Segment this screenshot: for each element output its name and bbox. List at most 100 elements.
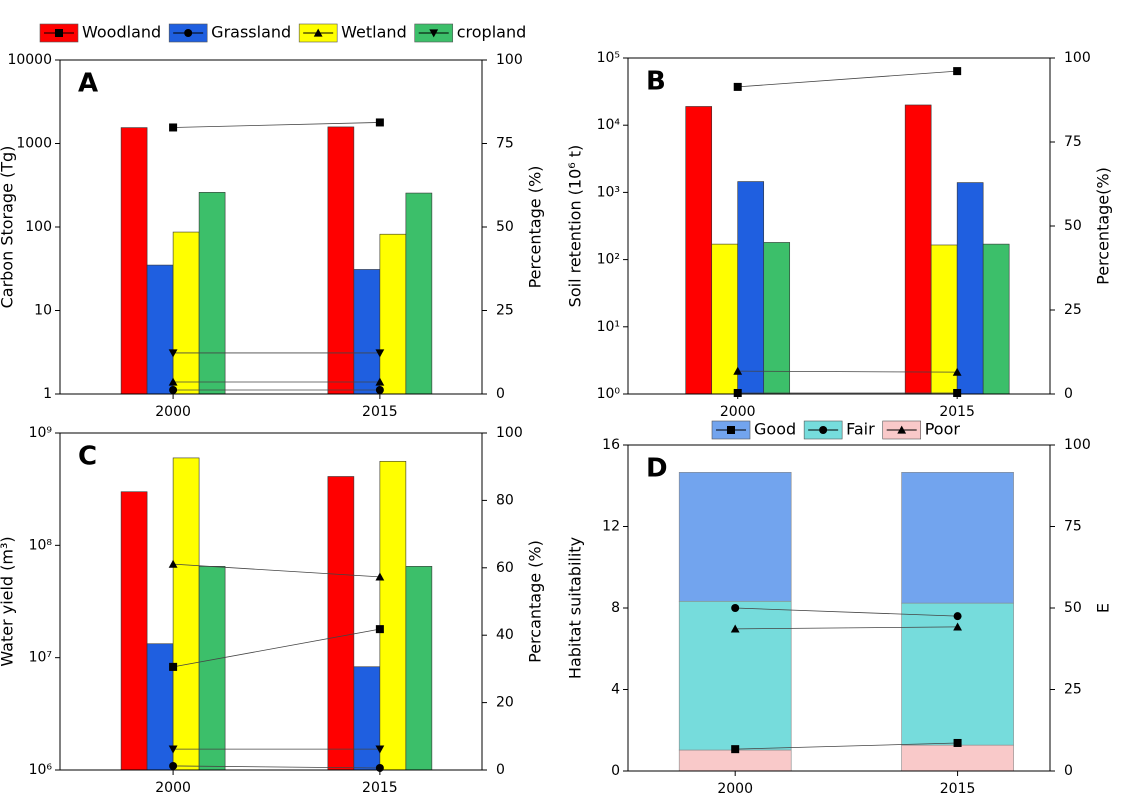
x-tick-label: 2015 [939,404,975,420]
bar [120,127,148,395]
bar [763,242,791,395]
y2-tick-label: 20 [496,695,514,711]
legend-marker [897,425,907,434]
bar [146,643,174,771]
percentage-line [737,70,958,88]
percentage-line [735,626,958,630]
percentage-line [173,765,380,769]
y-tick-label: 4 [611,682,620,698]
x-tick-label: 2000 [155,404,191,420]
y2-tick-label: 50 [1064,600,1082,616]
y2-tick-label: 50 [496,219,514,235]
y2-tick-label: 0 [496,762,505,778]
legend-marker [184,29,193,37]
percentage-marker [168,745,178,754]
percentage-marker [168,349,178,358]
percentage-marker [733,366,743,375]
y2-tick-label: 0 [1064,386,1073,402]
bar [405,566,433,771]
panel-label: C [78,442,97,472]
legend-label: Poor [925,420,961,439]
legend-label: cropland [457,23,527,42]
percentage-marker [169,761,178,770]
bar [146,264,174,395]
y-tick-label: 10⁹ [29,425,53,441]
y-tick-label: 12 [602,519,620,535]
legend-label: Wetland [341,23,407,42]
percentage-marker [375,349,385,358]
y2-tick-label: 100 [496,52,523,68]
y2-tick-label: 0 [496,386,505,402]
y-tick-label: 10⁴ [597,117,621,133]
stacked-bar [678,749,792,772]
legend-marker [819,426,828,434]
y2-tick-label: 40 [496,627,514,643]
percentage-marker [953,388,962,397]
y-axis-label: Water yield (m³) [0,536,17,666]
bar [353,666,381,771]
y-tick-label: 100 [25,219,52,235]
percentage-line [735,742,958,750]
y-axis-label: Carbon Storage (Tg) [0,146,17,309]
y2-tick-label: 25 [1064,682,1082,698]
y2-axis-label: Percentage (%) [526,166,545,289]
percentage-line [173,563,380,578]
panel-label: B [646,67,666,97]
percentage-marker [375,745,385,754]
y-tick-label: 0 [611,763,620,779]
percentage-marker [169,385,178,394]
y-tick-label: 10¹ [597,319,620,335]
y2-axis-label: Percantage (%) [526,540,545,663]
y-tick-label: 10⁰ [597,386,621,402]
percentage-line [173,628,380,668]
y2-tick-label: 0 [1064,763,1073,779]
y2-tick-label: 75 [1064,134,1082,150]
percentage-marker [169,662,178,671]
y2-tick-label: 25 [496,303,514,319]
stacked-bar [901,744,1014,772]
y-tick-label: 10⁶ [29,762,53,778]
percentage-marker [953,67,962,76]
y-tick-label: 1000 [16,136,52,152]
y2-axis-label: Percentage(%) [1094,167,1113,285]
x-tick-label: 2015 [362,404,398,420]
legend-label: Good [754,420,796,439]
panel-label: A [78,69,98,99]
stacked-bar [678,600,792,751]
y-tick-label: 10² [597,252,620,268]
bar [353,269,381,395]
percentage-marker [375,572,385,581]
percentage-marker [731,604,740,612]
percentage-marker [169,123,178,132]
y-axis-label: Habitat suitability [566,537,585,679]
percentage-marker [168,559,178,568]
y2-tick-label: 75 [496,136,514,152]
legend-marker [313,28,323,37]
bar [904,104,932,395]
bar [379,460,407,771]
percentage-marker [953,738,962,747]
y2-axis-label: E [1094,603,1113,613]
y2-tick-label: 100 [496,425,523,441]
legend-label: Grassland [211,23,291,42]
percentage-line [173,122,380,128]
bar [327,126,355,395]
y2-tick-label: 100 [1064,437,1091,453]
percentage-marker [731,745,740,754]
y-tick-label: 10 [34,303,52,319]
bar [120,491,148,771]
x-tick-label: 2015 [940,781,976,797]
percentage-marker [168,377,178,386]
percentage-line [735,607,958,617]
percentage-line [737,370,958,373]
y2-tick-label: 80 [496,492,514,508]
bar [930,244,958,395]
plot-frame [59,432,483,771]
percentage-marker [953,612,962,621]
y2-tick-label: 100 [1064,50,1091,66]
stacked-bar [901,472,1014,604]
percentage-marker [733,388,742,397]
y-axis-label: Soil retention (10⁶ t) [566,145,585,308]
bar [198,566,226,771]
x-tick-label: 2000 [717,781,753,797]
